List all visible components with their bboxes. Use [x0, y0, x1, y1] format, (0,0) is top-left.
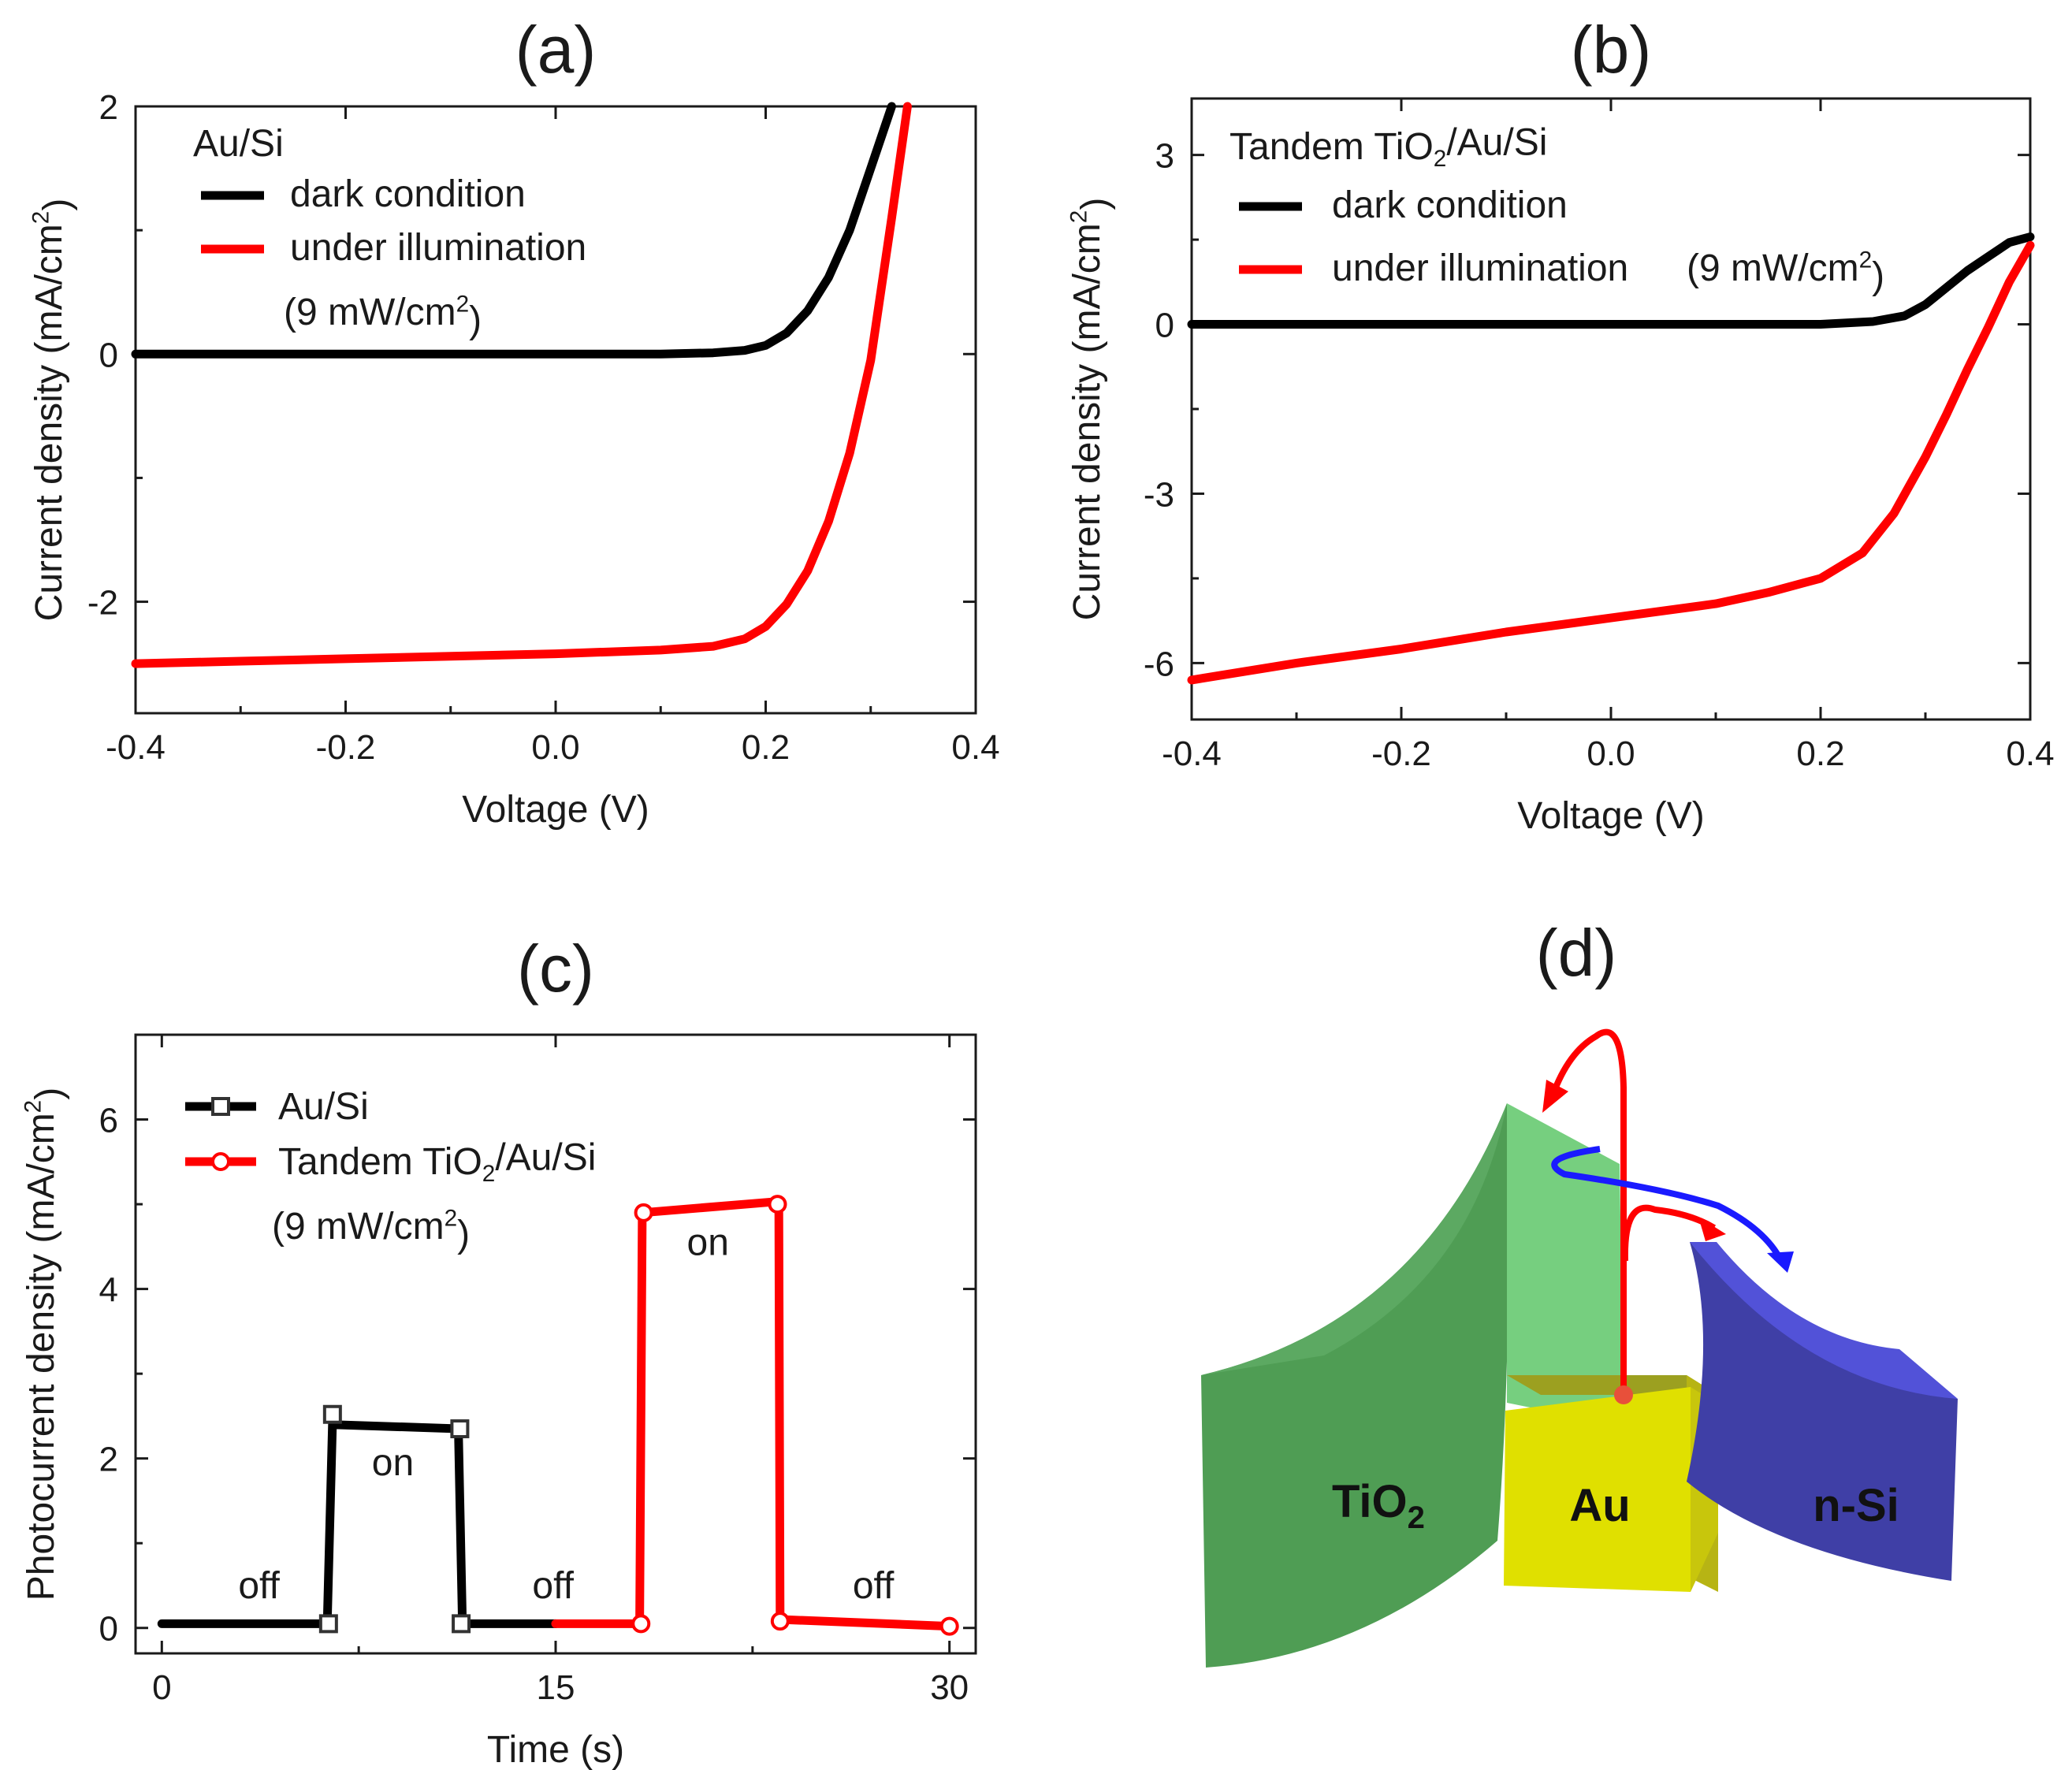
annotation-off: off [238, 1565, 280, 1607]
annotation-off: off [853, 1565, 895, 1607]
tio2-label: TiO2 [1332, 1476, 1425, 1535]
series-line-dark [1187, 232, 2035, 329]
nsi-band-top [1690, 1242, 1958, 1399]
blue-arrow [1551, 1146, 1784, 1262]
y-tick-label: -3 [1144, 475, 1174, 514]
au-label: Au [1569, 1480, 1630, 1531]
data-marker [768, 1195, 787, 1214]
data-marker [634, 1203, 653, 1222]
legend-note: (9 mW/cm2) [272, 1206, 470, 1255]
red-arrow-right-head [1698, 1217, 1726, 1241]
annotation-off: off [532, 1565, 574, 1607]
tio2-band [1201, 1103, 1509, 1668]
data-marker [450, 1419, 470, 1439]
nsi-label: n-Si [1813, 1480, 1899, 1531]
panel-label: (c) [517, 931, 594, 1006]
panel-label: (a) [515, 13, 597, 87]
panel-b-chart: (b) -0.4 -0.2 0.0 0.2 0.4 -6 -3 0 3 Voltage (V) Cur… [1066, 13, 2055, 837]
electron-dot [1614, 1385, 1633, 1404]
x-tick-label: 30 [930, 1668, 969, 1707]
panel-c-chart: (c) 0 15 30 0 2 4 6 Time (s) Photocurrent density… [20, 931, 977, 1770]
legend-title: Au/Si [193, 123, 284, 165]
series-line-illumination [1187, 240, 2035, 685]
x-tick-label: 0.0 [1587, 734, 1635, 773]
x-tick-label: -0.2 [316, 728, 376, 767]
au-cube-top [1507, 1375, 1718, 1395]
x-tick-label: -0.4 [1162, 734, 1222, 773]
legend-label-dark: dark condition [290, 173, 526, 215]
data-marker [318, 1614, 338, 1634]
y-tick-label: 6 [99, 1102, 118, 1140]
legend-label-illumination: under illumination [290, 227, 586, 269]
x-tick-label: 0.2 [1796, 734, 1844, 773]
x-tick-label: 0.4 [951, 728, 999, 767]
y-tick-label: 2 [99, 1441, 118, 1479]
annotation-on: on [372, 1442, 414, 1484]
x-axis-title: Voltage (V) [1517, 795, 1704, 837]
series-line-dark [157, 1420, 560, 1628]
data-marker [452, 1614, 471, 1634]
x-tick-label: 0.4 [2006, 734, 2054, 773]
red-arrow-up-head [1542, 1080, 1568, 1113]
legend-label-dark: dark condition [1332, 184, 1568, 226]
y-tick-label: 0 [1155, 307, 1174, 345]
nsi-band [1687, 1242, 1958, 1581]
y-tick-label: 4 [99, 1271, 118, 1310]
annotation-on: on [687, 1222, 729, 1264]
x-tick-label: 0.0 [531, 728, 579, 767]
data-marker [322, 1404, 342, 1424]
legend-label-tandem: Tandem TiO2/Au/Si [278, 1137, 596, 1187]
y-tick-label: 2 [99, 88, 118, 127]
series-line-illumination [551, 1197, 954, 1631]
red-arrow-right [1621, 1204, 1717, 1262]
y-axis-title: Current density (mA/cm2) [28, 199, 78, 622]
data-marker [939, 1616, 959, 1636]
series-line-illumination [131, 102, 912, 668]
panel-d-diagram: (d) TiO2 Au n-Si [1201, 916, 1958, 1668]
tio2-band-back [1201, 1103, 1507, 1375]
legend-label-illumination: under illumination [1332, 247, 1628, 289]
y-axis-title: Current density (mA/cm2) [1066, 198, 1116, 621]
series-line-dark [131, 102, 896, 359]
au-cube-front [1504, 1387, 1691, 1592]
y-tick-label: -2 [87, 584, 118, 623]
x-tick-label: -0.4 [106, 728, 166, 767]
legend-illumination-note: (9 mW/cm2) [1687, 247, 1884, 297]
legend-title: Tandem TiO2/Au/Si [1229, 122, 1547, 172]
red-arrow-up [1549, 1028, 1627, 1395]
data-marker [631, 1614, 651, 1634]
y-tick-label: -6 [1144, 645, 1174, 683]
y-tick-label: 0 [99, 1610, 118, 1649]
panel-a-chart: (a) -0.4 -0.2 0.0 0.2 0.4 -2 0 2 Voltage (V) Curre… [28, 13, 1000, 831]
data-marker [770, 1612, 790, 1631]
legend-marker-au-si [211, 1097, 230, 1116]
x-tick-label: -0.2 [1371, 734, 1431, 773]
legend-marker-tandem [211, 1152, 230, 1171]
panel-d-label: (d) [1536, 916, 1617, 990]
blue-arrow-head [1767, 1251, 1794, 1273]
x-axis-title: Time (s) [487, 1729, 624, 1770]
legend-label-au-si: Au/Si [278, 1086, 369, 1128]
tio2-band-top [1507, 1103, 1624, 1426]
y-axis-title: Photocurrent density (mA/cm2) [20, 1088, 70, 1601]
x-tick-label: 15 [537, 1668, 575, 1707]
x-tick-label: 0 [152, 1668, 171, 1707]
panel-label: (b) [1571, 13, 1652, 87]
c-plot-frame [134, 1033, 977, 1655]
b-plot-frame [1190, 97, 2032, 721]
y-tick-label: 3 [1155, 137, 1174, 176]
x-axis-title: Voltage (V) [462, 789, 649, 831]
y-tick-label: 0 [99, 336, 118, 374]
x-tick-label: 0.2 [742, 728, 790, 767]
legend-note: (9 mW/cm2) [284, 292, 482, 341]
